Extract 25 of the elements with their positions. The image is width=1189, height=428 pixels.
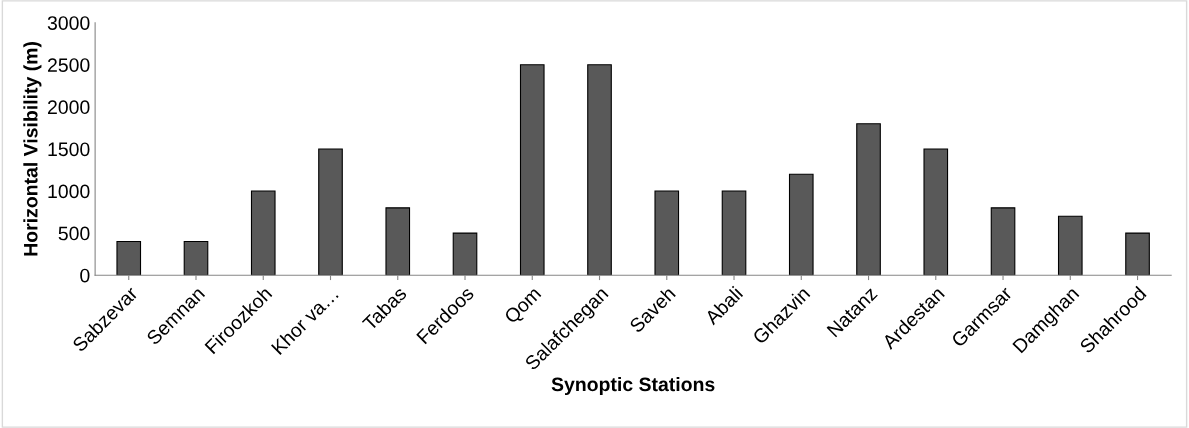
- y-tick-label: 500: [58, 226, 90, 241]
- bar: [183, 240, 209, 276]
- bar: [654, 190, 680, 276]
- bar: [385, 207, 411, 276]
- bar: [788, 173, 814, 276]
- y-tick-label: 2000: [47, 100, 90, 115]
- y-axis-title: Horizontal Visibility (m): [23, 42, 42, 256]
- bar: [856, 123, 881, 276]
- bar: [519, 64, 545, 276]
- y-tick-label: 3000: [47, 16, 90, 30]
- y-tick-label: 0: [80, 268, 90, 283]
- bar: [990, 207, 1016, 276]
- y-tick-label: 1000: [48, 184, 90, 199]
- bar: [923, 148, 949, 276]
- y-tick-label: 2500: [47, 58, 90, 73]
- bar: [587, 64, 612, 276]
- bar: [116, 240, 142, 276]
- bar: [1057, 215, 1083, 276]
- bar: [1125, 232, 1150, 276]
- y-tick-label: 1500: [48, 142, 90, 157]
- x-axis-title: Synoptic Stations: [551, 376, 715, 396]
- bar: [318, 148, 343, 276]
- bar: [452, 232, 478, 276]
- bar: [250, 190, 276, 276]
- bar: [721, 190, 747, 276]
